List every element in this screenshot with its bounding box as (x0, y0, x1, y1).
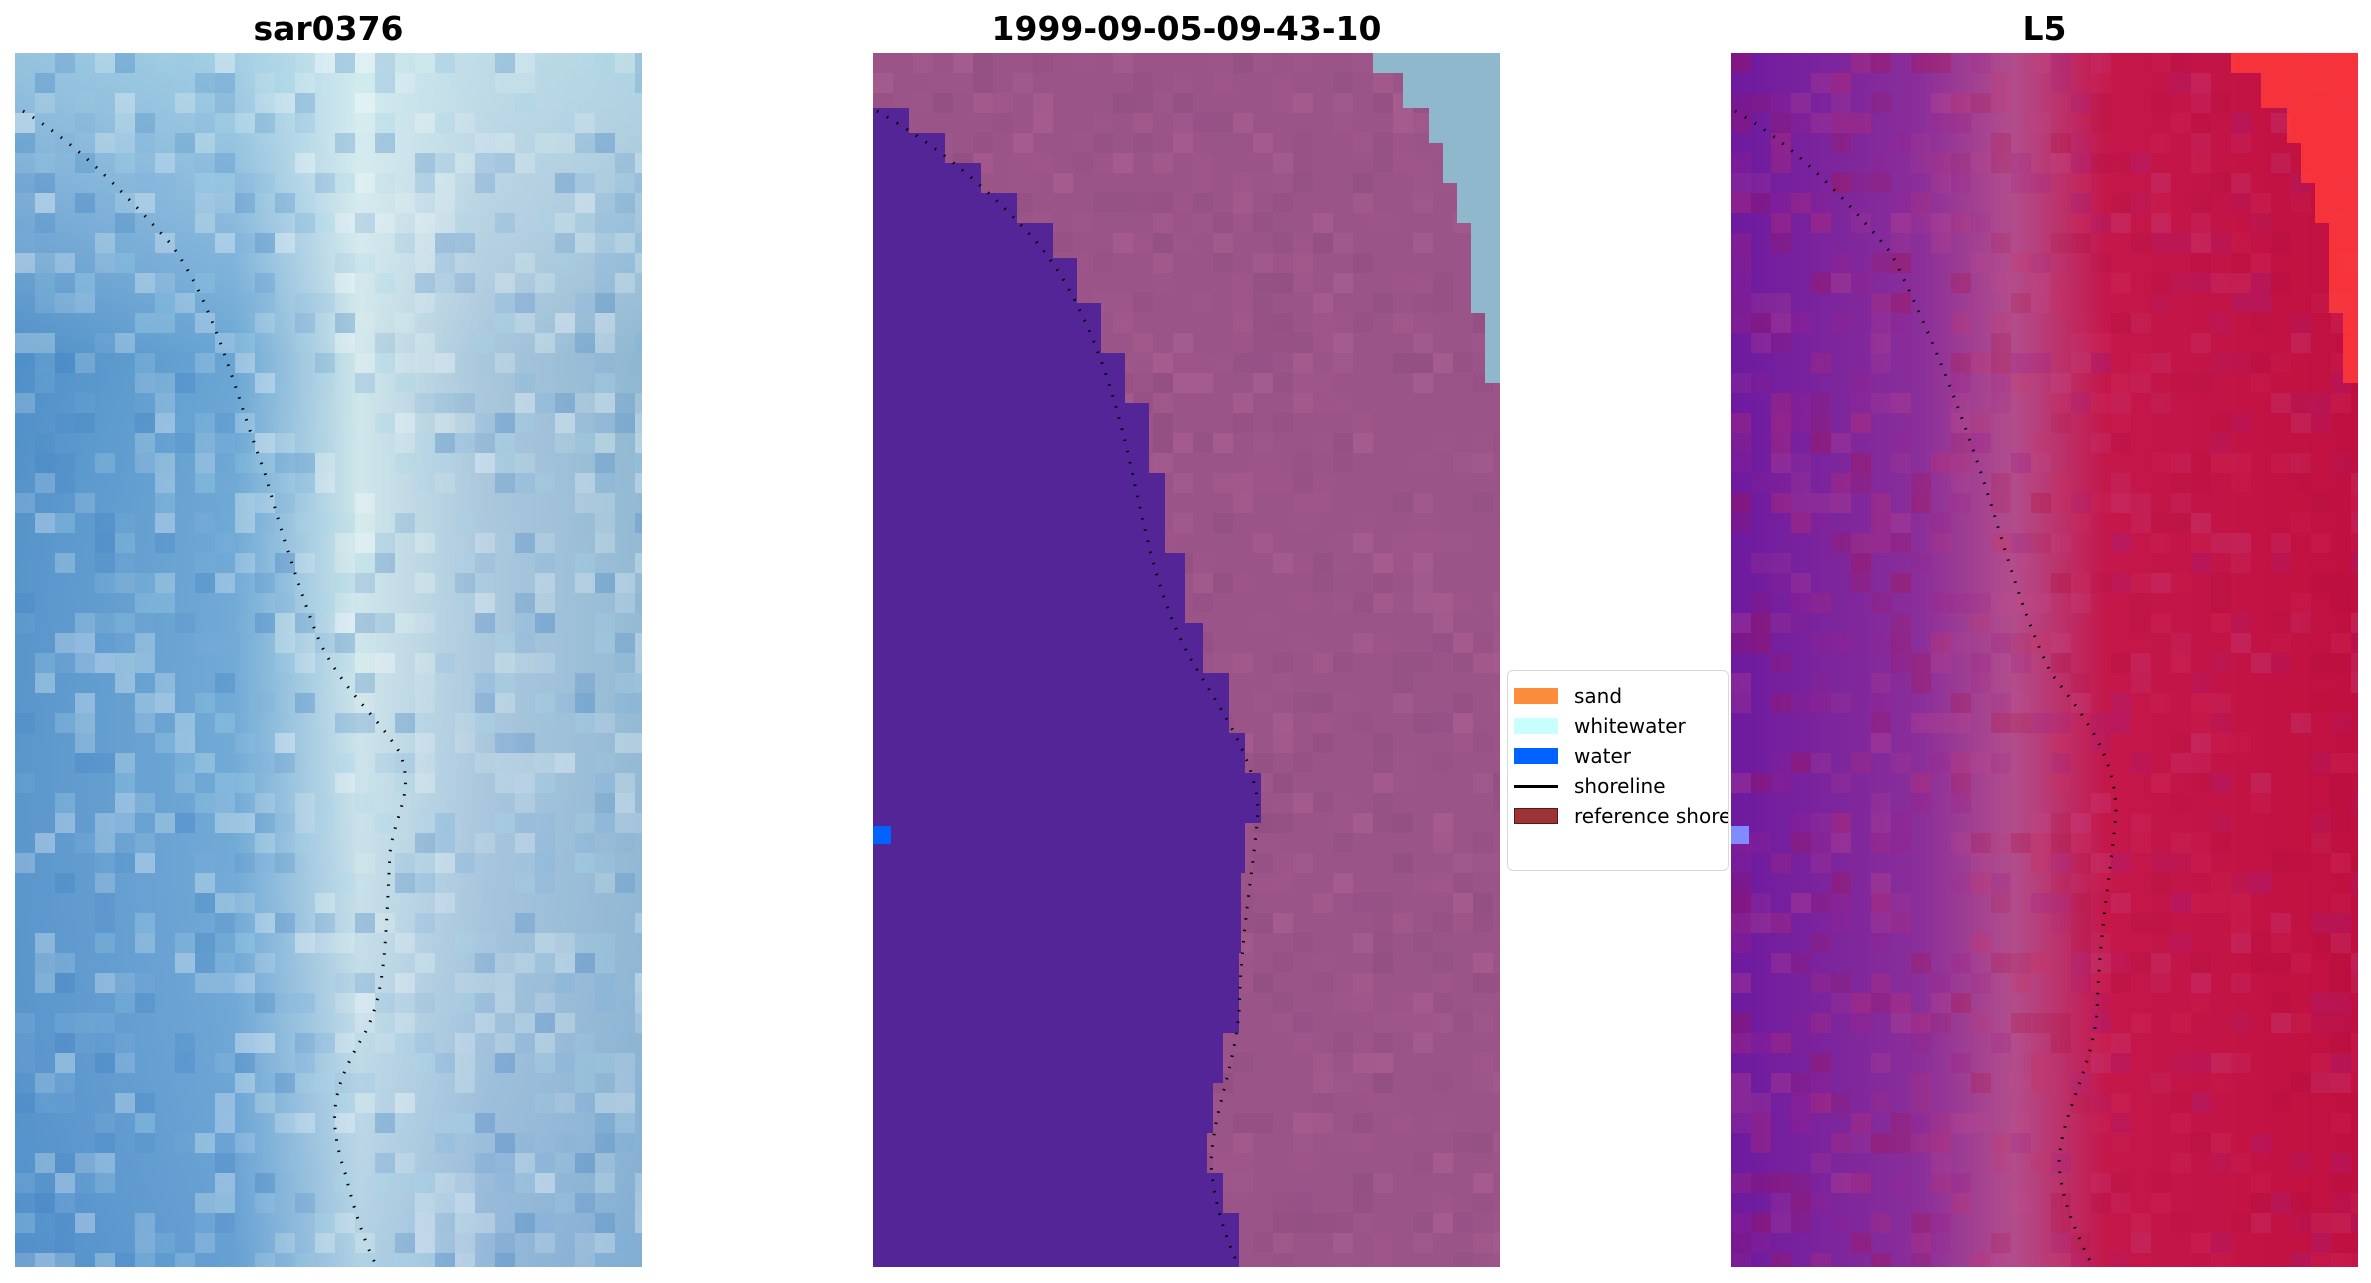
legend-swatch-water (1514, 748, 1558, 764)
classified-whitewater-region (1373, 53, 1500, 383)
l5-corner-highlight (2231, 53, 2358, 383)
classified-image-panel (873, 53, 1500, 1267)
panel-title-sar: sar0376 (253, 9, 404, 48)
legend-label: reference shore (1574, 804, 1729, 828)
panel-title-l5: L5 (2022, 9, 2067, 48)
l5-marker (1731, 826, 1749, 844)
legend-label: whitewater (1574, 714, 1686, 738)
l5-image (1731, 53, 2358, 1267)
legend-label: shoreline (1574, 774, 1666, 798)
legend-item-reference-shore: reference shore (1514, 803, 1729, 829)
legend-item-shoreline: shoreline (1514, 773, 1666, 799)
panel-title-classified: 1999-09-05-09-43-10 (991, 9, 1382, 48)
legend-label: sand (1574, 684, 1623, 708)
legend-line-shoreline (1514, 784, 1558, 788)
legend: sand whitewater water shoreline referenc… (1507, 670, 1729, 871)
legend-label: water (1574, 744, 1631, 768)
legend-swatch-sand (1514, 688, 1558, 704)
sar-image (15, 53, 642, 1267)
l5-image-panel (1731, 53, 2358, 1267)
classified-water-region (873, 108, 1261, 1267)
classified-image (873, 53, 1500, 1267)
legend-item-water: water (1514, 743, 1631, 769)
legend-swatch-reference-shore (1514, 808, 1558, 824)
legend-item-whitewater: whitewater (1514, 713, 1686, 739)
classified-water-marker (873, 826, 891, 844)
sar-image-panel (15, 53, 642, 1267)
legend-swatch-whitewater (1514, 718, 1558, 734)
legend-item-sand: sand (1514, 683, 1622, 709)
